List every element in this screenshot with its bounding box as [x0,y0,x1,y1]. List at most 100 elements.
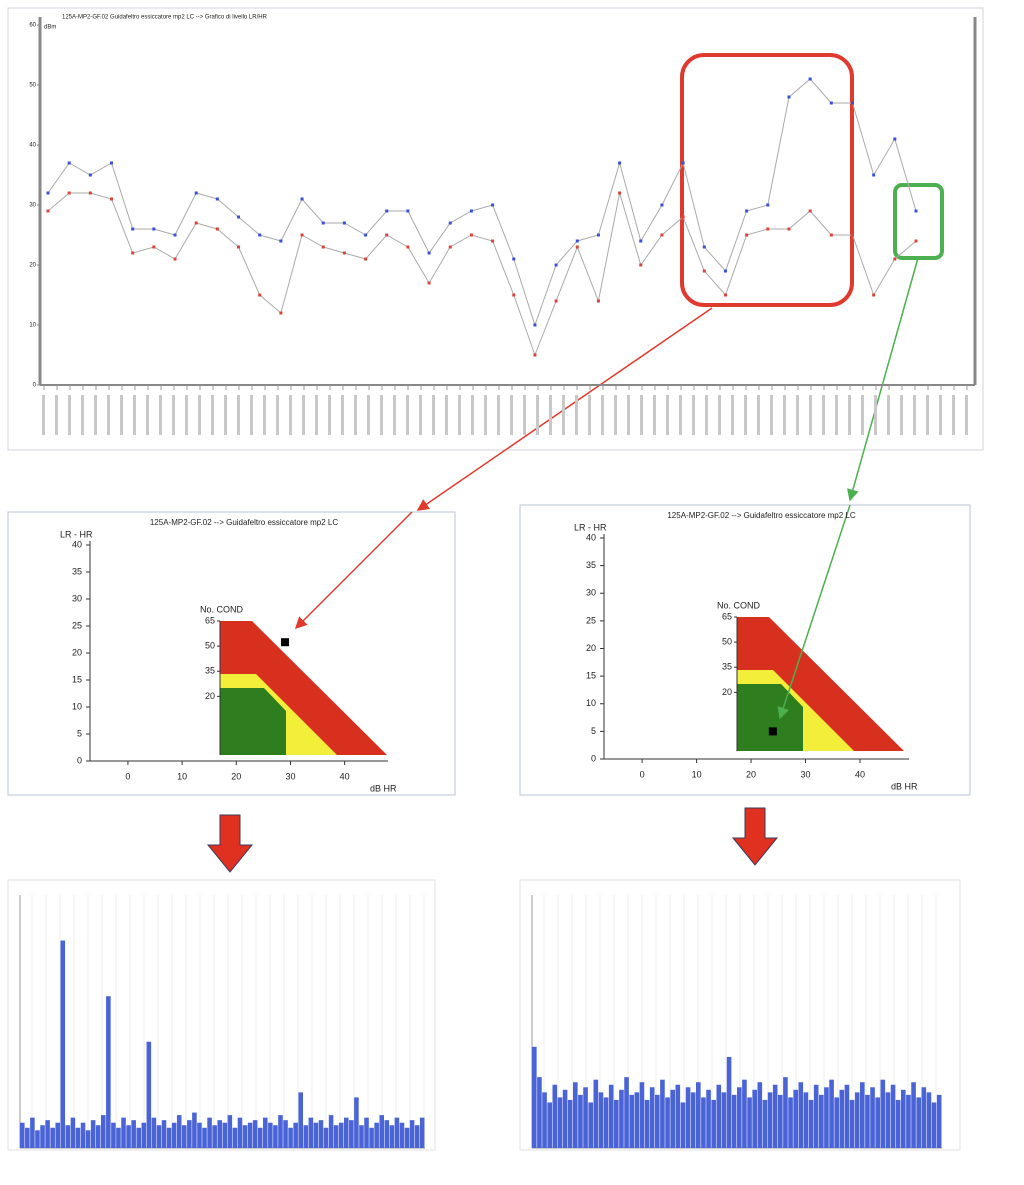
bar [721,1092,727,1148]
point [596,233,600,237]
x-tick-text-blur [861,395,864,435]
point [554,299,558,303]
x-tick-text-blur [289,395,292,435]
y-axis-label: dBm [44,25,56,31]
bar [885,1092,891,1148]
chart-title: 125A-MP2-GF.02 --> Guidafeltro essiccato… [667,511,856,520]
bar [537,1077,542,1148]
point [448,221,452,225]
bar [278,1115,283,1148]
x-tick-text-blur [42,395,45,435]
y-axis-label: LR - HR [574,522,607,532]
point [723,293,727,297]
bar [747,1097,752,1148]
point [575,245,579,249]
point [618,191,622,195]
bar [849,1099,855,1148]
point [342,221,346,225]
x-tick-label: 0 [640,769,645,779]
bar [182,1125,187,1148]
x-tick-text-blur [419,395,422,435]
y-tick-label: 30 [72,593,82,603]
bar [706,1089,711,1148]
bar [354,1097,359,1148]
bar [414,1125,420,1148]
point [88,173,92,177]
bar [217,1120,222,1148]
y-tick-label: 20 [586,643,596,653]
y-tick-label: 40 [29,143,36,149]
x-tick-text-blur [341,395,344,435]
y-tick-label: 0 [591,753,596,763]
bar [788,1097,793,1148]
x-tick-text-blur [302,395,305,435]
point [893,137,897,141]
bar [126,1125,131,1148]
bar [834,1097,839,1148]
y-tick-label: 5 [591,726,596,736]
bar [583,1087,588,1148]
x-tick-text-blur [315,395,318,435]
bar [716,1084,722,1148]
y-tick-label: 35 [586,560,596,570]
bar [131,1120,136,1148]
y2-tick-label: 20 [205,691,215,701]
bar [742,1079,747,1148]
x-tick-text-blur [263,395,266,435]
y2-tick-label: 50 [722,637,732,647]
y2-tick-label: 65 [722,611,732,621]
point [448,245,452,249]
x-tick-text-blur [731,395,734,435]
bar [936,1094,942,1148]
x-tick-label: 40 [340,771,350,781]
down-arrow [731,807,779,866]
bar [364,1117,369,1148]
bar [711,1099,716,1148]
x-tick-label: 10 [692,769,702,779]
bar [161,1120,167,1148]
x-tick-label: 30 [285,771,295,781]
x-tick-text-blur [887,395,890,435]
bar [384,1120,390,1148]
point [173,233,177,237]
x-tick-text-blur [562,395,565,435]
bar [121,1117,126,1148]
x-tick-text-blur [172,395,175,435]
point [575,239,579,243]
y-tick-label: 40 [72,539,82,549]
bar [593,1079,599,1148]
bar [752,1089,757,1148]
bar [116,1127,121,1148]
bar [875,1097,880,1148]
point [745,233,749,237]
bar [146,1041,152,1148]
y-tick-label: 25 [586,615,596,625]
bar [778,1094,783,1148]
bar [931,1102,937,1148]
x-tick-text-blur [328,395,331,435]
point [131,251,135,255]
bar [532,1046,537,1148]
point [406,245,410,249]
x-tick-text-blur [536,395,539,435]
x-tick-text-blur [770,395,773,435]
bar [588,1102,593,1148]
y-tick-label: 0 [33,383,37,389]
x-tick-text-blur [211,395,214,435]
point [469,209,473,213]
bar [25,1127,30,1148]
x-tick-text-blur [497,395,500,435]
x-tick-text-blur [276,395,279,435]
bar [916,1097,921,1148]
bar [680,1102,686,1148]
bar [141,1122,147,1148]
arrow [847,257,919,502]
x-tick-text-blur [185,395,188,435]
x-tick-text-blur [757,395,760,435]
bar [237,1117,243,1148]
bar [313,1122,319,1148]
bar [685,1087,691,1148]
x-tick-text-blur [913,395,916,435]
